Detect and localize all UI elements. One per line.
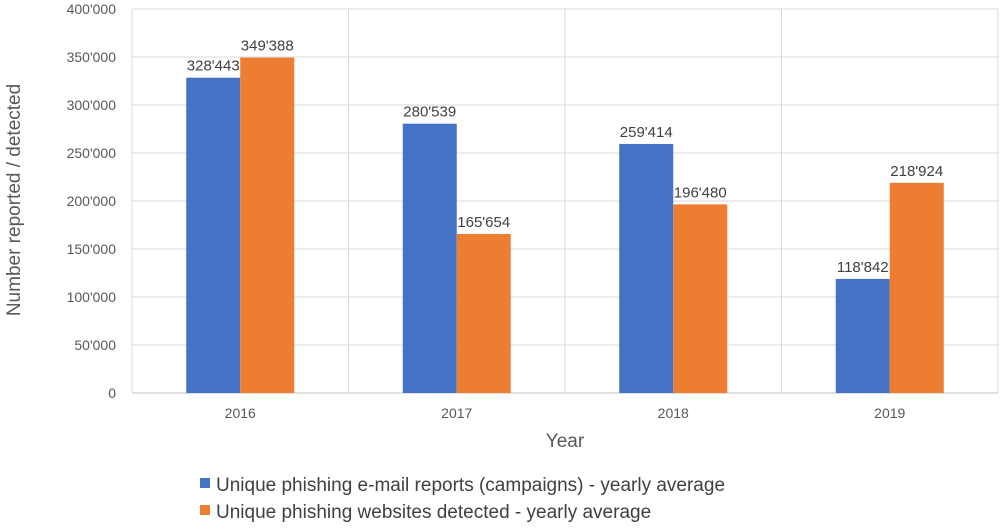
legend: Unique phishing e-mail reports (campaign… (200, 475, 725, 523)
data-label-2018-series-1: 196'480 (674, 184, 727, 201)
bar-2018-series-0 (619, 143, 674, 393)
data-label-2019-series-0: 118'842 (837, 259, 889, 276)
legend-swatch-websites (200, 505, 210, 515)
legend-swatch-email (200, 478, 210, 488)
bar-2019-series-1 (889, 182, 944, 393)
y-tick-label: 350'000 (67, 49, 117, 65)
y-tick-label: 100'000 (67, 289, 117, 305)
x-tick-label: 2019 (874, 405, 905, 421)
data-label-2017-series-0: 280'539 (403, 104, 456, 121)
x-tick-label: 2017 (441, 405, 472, 421)
y-tick-label: 400'000 (67, 1, 117, 17)
x-tick-label: 2018 (658, 405, 689, 421)
bar-2018-series-1 (673, 204, 728, 393)
bar-2017-series-0 (402, 123, 457, 393)
bars (186, 57, 944, 394)
bar-2016-series-0 (186, 77, 241, 394)
x-tick-label: 2016 (225, 405, 256, 421)
y-tick-label: 200'000 (67, 193, 117, 209)
bar-2016-series-1 (240, 57, 295, 393)
legend-label-email: Unique phishing e-mail reports (campaign… (216, 475, 725, 496)
y-axis-ticks: 0 50'000 100'000 150'000 200'000 250'000 300'0… (67, 1, 117, 401)
data-label-2018-series-0: 259'414 (620, 124, 673, 141)
x-axis-ticks: 2016 2017 2018 2019 (225, 405, 906, 421)
legend-label-websites: Unique phishing websites detected - year… (216, 502, 651, 523)
bar-2019-series-0 (835, 278, 890, 393)
y-tick-label: 300'000 (67, 97, 117, 113)
data-label-2017-series-1: 165'654 (457, 214, 510, 231)
bar-2017-series-1 (456, 233, 511, 393)
data-label-2016-series-0: 328'443 (187, 58, 240, 75)
y-tick-label: 150'000 (67, 241, 117, 257)
y-tick-label: 50'000 (74, 337, 116, 353)
data-label-2016-series-1: 349'388 (241, 38, 294, 55)
y-axis-title: Number reported / detected (4, 84, 25, 316)
data-label-2019-series-1: 218'924 (890, 163, 943, 180)
y-tick-label: 250'000 (67, 145, 117, 161)
x-axis-title: Year (546, 431, 585, 452)
y-tick-label: 0 (108, 385, 116, 401)
